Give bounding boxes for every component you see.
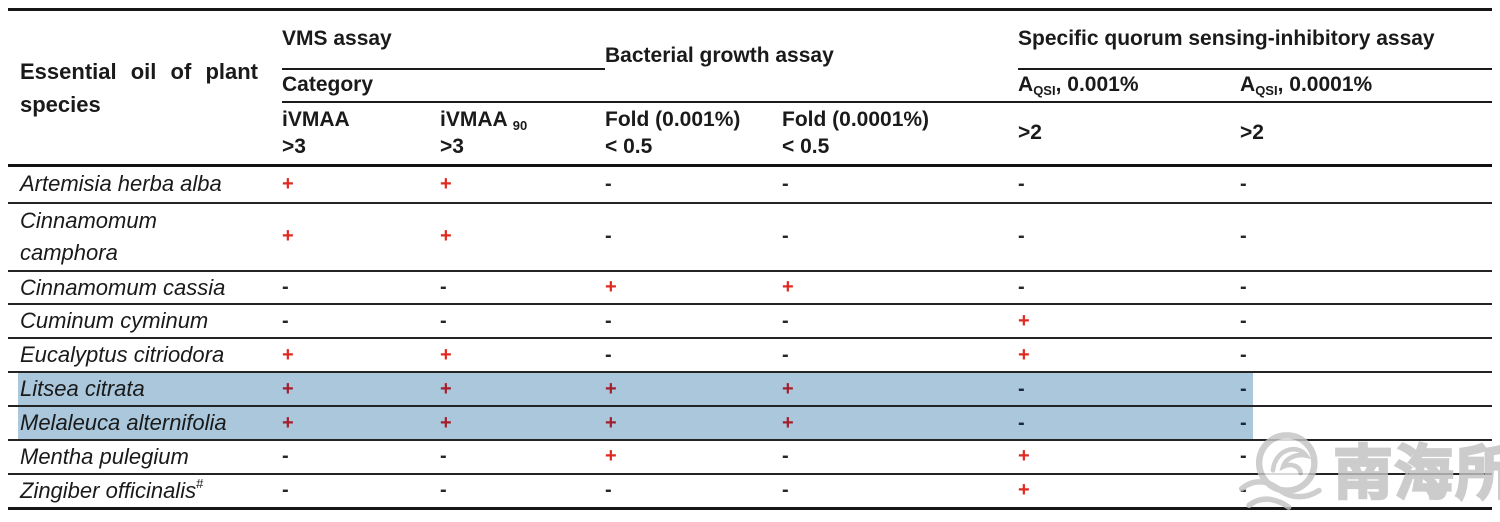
cell-value: -: [282, 270, 440, 306]
cell-value: +: [440, 202, 605, 272]
footnote-marker: #: [196, 475, 204, 491]
column-header-fold-0.0001: Fold (0.0001%) < 0.5: [782, 101, 1019, 167]
cell-value: -: [1018, 165, 1241, 204]
aqsi-subscript: QSI: [1033, 83, 1056, 99]
group-header-bacterial-growth-assay: Bacterial growth assay: [605, 9, 1019, 103]
column-header-species: Essential oil of plant species: [8, 9, 282, 167]
table-row: Eucalyptus citriodora + + - - + -: [8, 338, 1493, 374]
aqsi-subscript: QSI: [1255, 83, 1278, 99]
cell-value: +: [282, 406, 440, 441]
cell-value: -: [1018, 372, 1241, 408]
table-row: Artemisia herba alba + + - - - -: [8, 165, 1493, 204]
table-header: Essential oil of plant species VMS assay…: [8, 9, 1493, 167]
species-name-cell: Cinnamomum camphora: [8, 202, 282, 272]
cell-value: -: [605, 202, 782, 272]
cell-value: +: [282, 202, 440, 272]
species-name-cell: Eucalyptus citriodora: [8, 338, 282, 374]
column-header-ivmaa: iVMAA >3: [282, 101, 440, 167]
cell-value: -: [282, 439, 440, 475]
table-row-highlighted: Litsea citrata + + + + - -: [8, 372, 1493, 408]
cell-value: -: [605, 338, 782, 374]
cell-value: +: [440, 165, 605, 204]
cell-value: +: [440, 338, 605, 374]
cell-value: -: [282, 479, 289, 502]
cell-value: -: [1240, 202, 1493, 272]
cell-value: -: [440, 304, 605, 340]
species-name-cell: Cuminum cyminum: [8, 304, 282, 340]
ivmaa90-subscript: 90: [512, 117, 528, 133]
species-name-cell: Cinnamomum cassia: [8, 270, 282, 306]
cell-value: -: [782, 439, 1019, 475]
cell-value: -: [605, 165, 782, 204]
species-name-cell: Mentha pulegium: [8, 439, 282, 475]
cell-value: -: [1240, 270, 1493, 306]
cell-value: +: [282, 165, 440, 204]
species-name-cell: Litsea citrata: [8, 372, 282, 408]
cell-value: -: [782, 304, 1019, 340]
cell-value: -: [440, 479, 447, 502]
cell-value: -: [440, 439, 605, 475]
cell-value: +: [782, 270, 1019, 306]
species-name-cell: Artemisia herba alba: [8, 165, 282, 204]
cell-value: +: [1018, 304, 1241, 340]
cell-value: -: [282, 304, 440, 340]
column-header-aqsi-0.001: AQSI, 0.001%: [1018, 68, 1241, 103]
cell-value: -: [440, 270, 605, 306]
cell-value: -: [1240, 406, 1493, 441]
cell-value: -: [1240, 165, 1493, 204]
table-row: Cuminum cyminum - - - - + -: [8, 304, 1493, 340]
cell-value: +: [782, 372, 1019, 408]
subgroup-header-category: Category: [282, 68, 605, 103]
table-row: Cinnamomum camphora + + - - - -: [8, 202, 1493, 272]
cell-value: -: [1018, 406, 1241, 441]
cell-value: -: [782, 202, 1019, 272]
cell-value: +: [605, 406, 782, 441]
cell-value: +: [782, 406, 1019, 441]
cell-value: +: [1018, 338, 1241, 374]
table-row-highlighted: Melaleuca alternifolia + + + + - -: [8, 406, 1493, 441]
cell-value: -: [782, 338, 1019, 374]
cell-value: -: [782, 165, 1019, 204]
table-row: Mentha pulegium - - + - + -: [8, 439, 1493, 475]
group-header-vms-assay: VMS assay: [282, 9, 605, 70]
cell-value: +: [1018, 439, 1241, 475]
column-header-fold-0.001: Fold (0.001%) < 0.5: [605, 101, 782, 167]
group-header-quorum-sensing-assay: Specific quorum sensing-inhibitory assay: [1018, 9, 1493, 70]
results-table: Essential oil of plant species VMS assay…: [8, 8, 1493, 510]
column-header-aqsi-0.0001-threshold: >2: [1240, 101, 1493, 167]
species-name-cell: Melaleuca alternifolia: [8, 406, 282, 441]
cell-value: -: [1018, 202, 1241, 272]
cell-value: -: [1240, 439, 1493, 475]
column-header-aqsi-0.001-threshold: >2: [1018, 101, 1241, 167]
column-header-aqsi-0.0001: AQSI, 0.0001%: [1240, 68, 1493, 103]
table-row: Zingiber officinalis# - - - - + -: [8, 474, 1492, 508]
cell-value: -: [1240, 304, 1493, 340]
cell-value: +: [605, 372, 782, 408]
cell-value: +: [440, 372, 605, 408]
cell-value: -: [605, 479, 612, 502]
species-name-cell: Zingiber officinalis#: [20, 475, 204, 503]
cell-value: -: [1240, 372, 1493, 408]
cell-value: -: [605, 304, 782, 340]
cell-value: +: [440, 406, 605, 441]
cell-value: -: [1240, 338, 1493, 374]
cell-value: -: [782, 479, 789, 502]
table-row: Cinnamomum cassia - - + + - -: [8, 270, 1493, 306]
table-body: Artemisia herba alba + + - - - - Cinnamo…: [8, 165, 1493, 509]
cell-value: +: [1018, 479, 1030, 502]
cell-value: -: [1240, 479, 1247, 502]
species-header-line2: species: [20, 91, 101, 117]
cell-value: +: [282, 372, 440, 408]
species-header-line1: Essential oil of plant: [20, 58, 258, 84]
cell-value: +: [282, 338, 440, 374]
cell-value: -: [1018, 270, 1241, 306]
cell-value: +: [605, 270, 782, 306]
cell-value: +: [605, 439, 782, 475]
column-header-ivmaa90: iVMAA 90 >3: [440, 101, 605, 167]
